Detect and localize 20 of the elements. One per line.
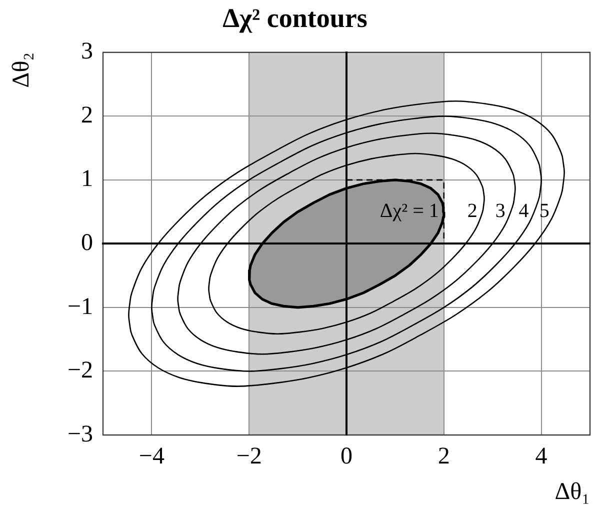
y-tick-label: −3	[67, 421, 93, 448]
y-tick-label: −1	[67, 294, 93, 320]
y-tick-label: 1	[81, 166, 93, 192]
y-tick-label: 2	[81, 102, 93, 128]
x-tick-label: −2	[236, 444, 262, 470]
chart-title: Δχ² contours	[222, 3, 368, 34]
y-tick-label: 3	[81, 38, 93, 65]
x-tick-label: 2	[438, 444, 450, 470]
y-axis-title: Δθ₂	[8, 52, 35, 88]
annotation: 3	[495, 200, 506, 222]
y-tick-label: −2	[67, 358, 93, 384]
series-label: Δχ² = 1	[380, 200, 439, 222]
annotation: 5	[539, 200, 550, 222]
x-axis-title: Δθ₁	[554, 478, 590, 505]
x-tick-label: 0	[340, 444, 352, 470]
x-tick-label: −4	[138, 444, 164, 470]
annotation: 2	[467, 200, 478, 222]
y-tick-label: 0	[81, 230, 93, 256]
x-tick-label: 4	[535, 444, 548, 470]
annotation: 4	[518, 200, 529, 222]
